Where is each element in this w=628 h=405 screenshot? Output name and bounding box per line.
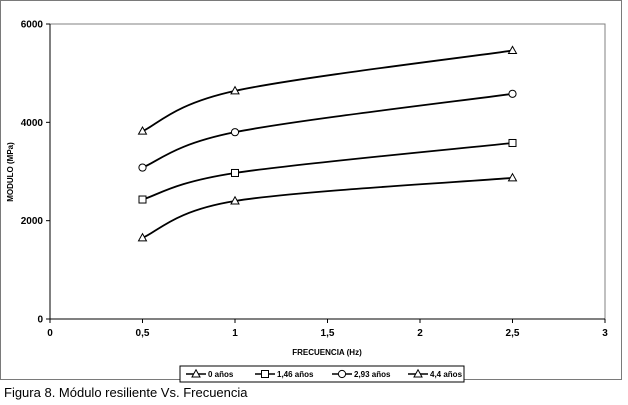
- x-tick-label: 0,5: [136, 328, 150, 339]
- data-point: [138, 163, 147, 172]
- series-1: [138, 138, 517, 204]
- legend-item: 0 años: [186, 368, 234, 379]
- legend-label: 4,4 años: [430, 370, 463, 379]
- series-line: [142, 49, 513, 133]
- legend-label: 2,93 años: [354, 370, 391, 379]
- figure-caption: Figura 8. Módulo resiliente Vs. Frecuenc…: [4, 385, 248, 400]
- legend-item: 1,46 años: [255, 370, 314, 379]
- series-3: [137, 45, 518, 135]
- y-tick-label: 6000: [21, 20, 44, 31]
- legend-item: 2,93 años: [332, 369, 391, 379]
- x-tick-label: 0: [47, 328, 53, 339]
- x-tick-label: 1,5: [321, 328, 335, 339]
- x-tick-label: 3: [602, 328, 608, 339]
- axes: 0 2000 4000 6000 0 0,5 1 1,5 2 2,5 3: [21, 20, 608, 340]
- y-axis-title: MODULO (MPa): [6, 142, 15, 202]
- legend-item: 4,4 años: [408, 368, 463, 379]
- data-point: [507, 45, 518, 55]
- series-line: [142, 92, 513, 169]
- data-point: [230, 128, 240, 137]
- data-point: [231, 168, 239, 177]
- figure-frame: [0, 0, 622, 380]
- data-point: [138, 195, 147, 204]
- data-point: [508, 89, 517, 98]
- data-point: [137, 125, 148, 135]
- legend-label: 1,46 años: [277, 370, 314, 379]
- series-line: [142, 176, 513, 239]
- legend-box: [179, 365, 465, 383]
- plot-area: [49, 23, 606, 320]
- data-point: [230, 195, 240, 205]
- x-tick-label: 2: [417, 328, 423, 339]
- series-0: [137, 172, 518, 242]
- series-line: [142, 142, 513, 201]
- legend-marker: [191, 368, 201, 378]
- legend-marker: [261, 370, 269, 378]
- y-tick-label: 0: [37, 315, 43, 326]
- legend-marker: [337, 369, 347, 379]
- legend: 0 años 1,46 años 2,93 años 4,4 años: [179, 365, 465, 383]
- data-point: [508, 138, 517, 147]
- legend-label: 0 años: [208, 370, 234, 379]
- legend-marker: [413, 368, 423, 378]
- x-tick-label: 2,5: [506, 328, 520, 339]
- series-2: [138, 89, 517, 172]
- plot-border: [49, 23, 606, 320]
- data-point: [507, 172, 518, 182]
- data-point: [230, 85, 240, 95]
- y-tick-label: 4000: [21, 118, 44, 129]
- data-point: [137, 232, 148, 242]
- x-tick-label: 1: [232, 328, 238, 339]
- x-axis-title: FRECUENCIA (Hz): [292, 348, 362, 357]
- y-tick-label: 2000: [21, 216, 44, 227]
